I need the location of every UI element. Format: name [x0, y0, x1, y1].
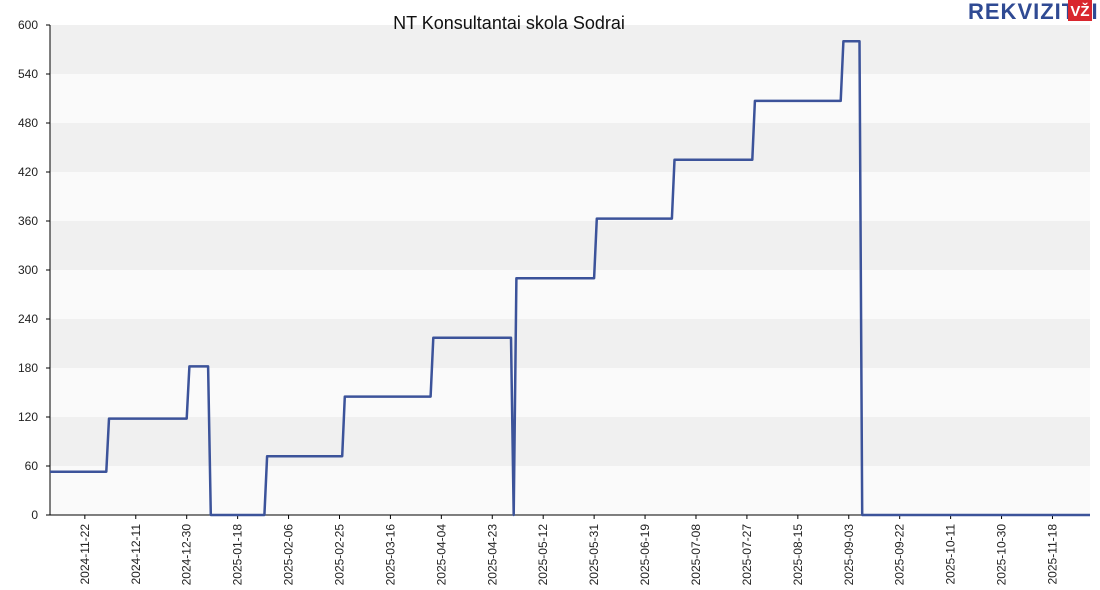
- x-tick-label: 2025-07-08: [689, 524, 703, 586]
- x-tick-label: 2025-04-23: [485, 524, 499, 586]
- x-tick-label: 2025-09-22: [893, 524, 907, 586]
- x-tick-label: 2024-12-11: [129, 524, 143, 585]
- x-tick-label: 2025-09-03: [842, 524, 856, 586]
- grid-band: [50, 417, 1090, 466]
- y-tick-label: 0: [31, 508, 38, 522]
- logo-badge: [1068, 0, 1092, 21]
- x-tick-label: 2025-11-18: [1045, 524, 1059, 585]
- y-axis-ticks: 0 60 120 180 240 300 360 420 480 540 600: [18, 18, 50, 522]
- grid-band: [50, 74, 1090, 123]
- logo: REKVIZITAI VŽ: [968, 0, 1098, 24]
- x-tick-label: 2024-11-22: [78, 524, 92, 585]
- y-tick-label: 60: [25, 459, 39, 473]
- grid-band: [50, 123, 1090, 172]
- x-axis-ticks: 2024-11-22 2024-12-11 2024-12-30 2025-01-18…: [78, 515, 1059, 586]
- y-tick-label: 360: [18, 214, 38, 228]
- x-tick-label: 2025-03-16: [383, 524, 397, 586]
- grid-bands: [50, 25, 1090, 515]
- x-tick-label: 2025-08-15: [791, 524, 805, 586]
- x-tick-label: 2024-12-30: [180, 524, 194, 586]
- x-tick-label: 2025-01-18: [231, 524, 245, 586]
- x-tick-label: 2025-10-11: [944, 524, 958, 585]
- y-tick-label: 540: [18, 67, 38, 81]
- y-tick-label: 420: [18, 165, 38, 179]
- x-tick-label: 2025-07-27: [740, 524, 754, 586]
- grid-band: [50, 172, 1090, 221]
- x-tick-label: 2025-02-06: [282, 524, 296, 586]
- logo-badge-text: VŽ: [1070, 2, 1089, 20]
- x-tick-label: 2025-02-25: [332, 524, 346, 586]
- grid-band: [50, 319, 1090, 368]
- chart-title: NT Konsultantai skola Sodrai: [393, 13, 625, 33]
- grid-band: [50, 221, 1090, 270]
- y-tick-label: 600: [18, 18, 38, 32]
- x-tick-label: 2025-05-31: [587, 524, 601, 586]
- grid-band: [50, 368, 1090, 417]
- x-tick-label: 2025-04-04: [434, 524, 448, 586]
- grid-band: [50, 466, 1090, 515]
- y-tick-label: 180: [18, 361, 38, 375]
- x-tick-label: 2025-10-30: [995, 524, 1009, 586]
- series-line: [50, 40, 1090, 517]
- y-tick-label: 240: [18, 312, 38, 326]
- y-tick-label: 120: [18, 410, 38, 424]
- x-tick-label: 2025-06-19: [638, 524, 652, 586]
- grid-band: [50, 25, 1090, 74]
- y-tick-label: 300: [18, 263, 38, 277]
- y-tick-label: 480: [18, 116, 38, 130]
- x-tick-label: 2025-05-12: [536, 524, 550, 586]
